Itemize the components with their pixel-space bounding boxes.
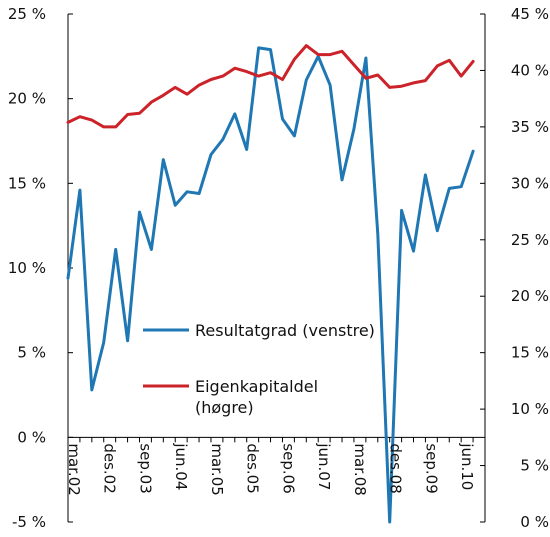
left-tick-label: 10 % — [8, 259, 46, 277]
x-tick-label: des.02 — [101, 443, 119, 493]
left-tick-label: 25 % — [8, 5, 46, 23]
x-tick-label: sep.03 — [136, 443, 154, 493]
right-tick-label: 45 % — [511, 5, 549, 23]
x-tick-label: des.05 — [244, 443, 262, 493]
x-tick-label: sep.06 — [279, 443, 297, 493]
x-tick-label: jun.07 — [315, 442, 333, 490]
right-tick-label: 20 % — [511, 287, 549, 305]
x-tick-label: jun.04 — [172, 442, 190, 490]
legend-label-eigenkapitaldel: Eigenkapitaldel (høgre) — [195, 377, 318, 417]
right-tick-label: 15 % — [511, 344, 549, 362]
left-tick-label: 20 % — [8, 90, 46, 108]
x-tick-label: sep.09 — [422, 443, 440, 493]
left-tick-label: 5 % — [17, 344, 46, 362]
x-tick-label: mar.08 — [351, 443, 369, 495]
series-line-resultatgrad — [66, 46, 475, 524]
x-tick-label: mar.05 — [208, 443, 226, 495]
left-tick-label: -5 % — [12, 513, 46, 531]
right-tick-label: 35 % — [511, 118, 549, 136]
legend-label-resultatgrad: Resultatgrad (venstre) — [195, 321, 375, 340]
x-tick-label: mar.02 — [65, 443, 83, 495]
left-tick-label: 15 % — [8, 174, 46, 192]
right-tick-label: 0 % — [520, 513, 549, 531]
tick-labels: -5 % 0 % 5 % 10 % 15 % 20 % 25 % 0 % 5 % 10 % 15 %… — [8, 5, 549, 531]
right-tick-label: 25 % — [511, 231, 549, 249]
right-tick-label: 5 % — [520, 457, 549, 475]
x-tick-label: des.08 — [387, 443, 405, 493]
series-line-eigenkapitaldel — [66, 44, 475, 129]
series-lines — [66, 44, 475, 524]
x-tick-label: jun.10 — [458, 442, 476, 490]
left-tick-label: 0 % — [17, 428, 46, 446]
right-tick-label: 10 % — [511, 400, 549, 418]
right-tick-label: 30 % — [511, 174, 549, 192]
right-tick-label: 40 % — [511, 61, 549, 79]
legend: Resultatgrad (venstre) Eigenkapitaldel (hø… — [143, 321, 375, 417]
